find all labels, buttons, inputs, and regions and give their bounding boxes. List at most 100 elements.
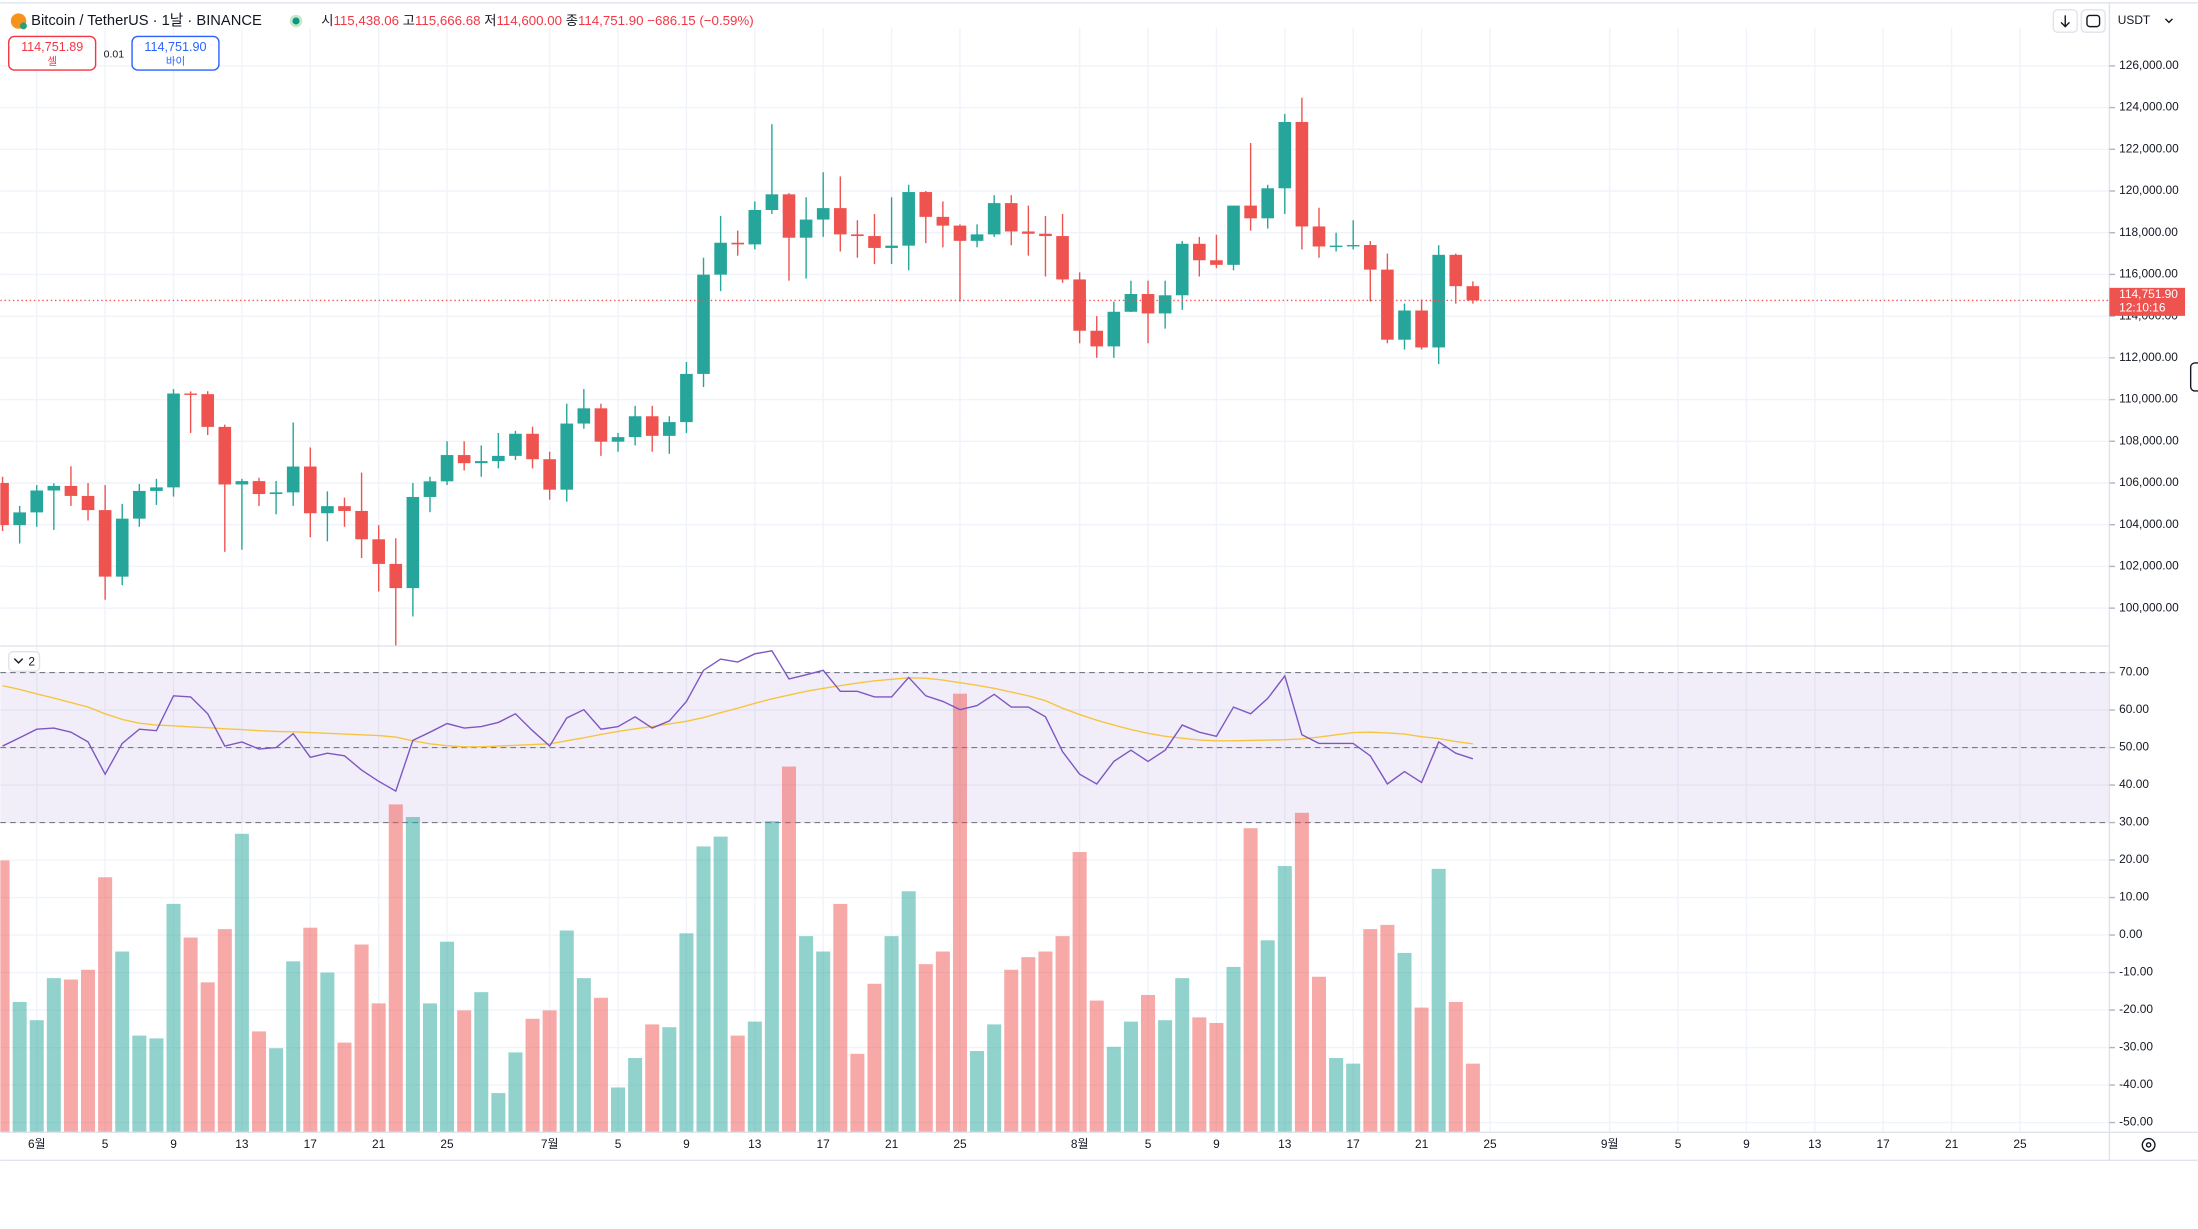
candle-body <box>1278 121 1292 189</box>
volume-bar <box>320 972 335 1133</box>
candle-body <box>919 192 933 217</box>
candle-body <box>150 487 163 491</box>
candle-body <box>1329 245 1343 248</box>
candle-body <box>321 506 334 514</box>
y-tick-label: 106,000.00 <box>2119 475 2179 489</box>
candle-body <box>1158 295 1172 314</box>
volume-bar <box>63 979 78 1133</box>
volume-bar <box>0 860 10 1133</box>
candle-body <box>218 426 232 485</box>
settings-button[interactable] <box>2141 1137 2156 1152</box>
candle-body <box>303 466 317 514</box>
y-tick-label: -50.00 <box>2119 1115 2153 1129</box>
candle-body <box>474 461 488 464</box>
y-tick-label: 30.00 <box>2119 815 2149 829</box>
candle-body <box>338 506 351 511</box>
volume-bar <box>559 930 574 1133</box>
candle-body <box>440 455 454 482</box>
spread: 0.01 <box>104 48 125 60</box>
y-tick-label: 40.00 <box>2119 777 2149 791</box>
volume-bar <box>713 836 728 1133</box>
volume-bar <box>1192 1017 1207 1133</box>
pane-toggle[interactable] <box>8 650 41 672</box>
candle-body <box>680 373 693 423</box>
volume-bar <box>1448 1001 1463 1133</box>
x-tick-label: 17 <box>1877 1137 1891 1151</box>
volume-bar <box>833 903 848 1133</box>
y-tick-label: 122,000.00 <box>2119 141 2179 155</box>
candle-body <box>987 203 1001 235</box>
symbol-title[interactable]: Bitcoin / TetherUS · 1날 · BINANCE <box>31 12 262 29</box>
volume-bar <box>1311 976 1327 1133</box>
volume-bar <box>405 816 420 1133</box>
volume-bar <box>1106 1046 1121 1133</box>
y-tick-label: 100,000.00 <box>2119 600 2179 614</box>
volume-bar <box>1021 957 1036 1133</box>
volume-bar <box>98 877 113 1133</box>
volume-bar <box>1141 994 1156 1133</box>
candle-body <box>645 416 659 436</box>
volume-bar <box>1004 969 1019 1133</box>
candle-body <box>526 433 539 460</box>
x-tick-label: 21 <box>1945 1137 1959 1151</box>
volume-bar <box>303 927 318 1133</box>
x-tick-label: 9월 <box>1601 1137 1619 1151</box>
rsi-ma-line <box>2 677 1473 748</box>
reset-button[interactable] <box>2080 9 2106 33</box>
sell-label: 셀 <box>47 55 57 67</box>
ohlc-value: 114,751.90 <box>578 13 644 28</box>
volume-bar <box>1055 936 1070 1133</box>
sell-button[interactable] <box>8 35 97 71</box>
candle-body <box>98 510 112 577</box>
price-change: −686.15 (−0.59%) <box>647 13 753 28</box>
volume-bar <box>508 1052 523 1133</box>
volume-bar <box>952 693 967 1133</box>
candle-body <box>1346 245 1360 247</box>
candle-body <box>543 459 556 490</box>
candle-body <box>423 481 437 497</box>
volume-bar <box>1346 1063 1361 1133</box>
candle-body <box>1449 254 1463 287</box>
candle-body <box>1261 188 1275 219</box>
volume-bar <box>337 1042 352 1133</box>
x-tick-label: 13 <box>1808 1137 1822 1151</box>
candle-body <box>1244 205 1257 219</box>
volume-bar <box>764 821 779 1133</box>
candle-body <box>936 216 950 226</box>
volume-bar <box>1072 852 1087 1133</box>
status-dot <box>292 17 300 25</box>
candle-body <box>1090 330 1104 347</box>
volume-bar <box>935 951 950 1133</box>
volume-bar <box>867 983 882 1133</box>
last-price-badge <box>2109 287 2186 316</box>
volume-bar <box>1465 1063 1480 1133</box>
candle-body <box>1004 203 1018 232</box>
candle-body <box>389 563 403 589</box>
volume-bar <box>457 1010 472 1133</box>
x-tick-label: 5 <box>102 1137 109 1151</box>
y-tick-label: -30.00 <box>2119 1040 2153 1054</box>
scale-handle[interactable] <box>2189 362 2198 392</box>
volume-bar <box>816 951 831 1133</box>
candle-body <box>509 433 522 456</box>
candle-body <box>81 495 95 511</box>
volume-bar <box>1380 924 1395 1133</box>
currency-select[interactable]: USDT <box>2118 13 2150 27</box>
volume-bar <box>217 929 232 1133</box>
candle-body <box>457 455 471 464</box>
buy-button[interactable] <box>131 35 220 71</box>
candle-body <box>1124 294 1138 312</box>
buy-label: 바이 <box>166 55 185 67</box>
x-tick-label: 17 <box>304 1137 318 1151</box>
volume-bar <box>1277 866 1292 1133</box>
candle-body <box>885 245 898 248</box>
candle-body <box>560 423 574 490</box>
x-tick-label: 5 <box>1675 1137 1682 1151</box>
ohlc-label: 종 <box>566 13 578 28</box>
candle-body <box>115 518 129 577</box>
volume-bar <box>781 766 797 1133</box>
y-tick-label: 112,000.00 <box>2119 350 2178 364</box>
candle-body <box>252 481 266 495</box>
ohlc-label: 저 <box>484 13 496 28</box>
ohlc-readout: 시115,438.06 고115,666.68 저114,600.00 종114… <box>321 13 753 28</box>
